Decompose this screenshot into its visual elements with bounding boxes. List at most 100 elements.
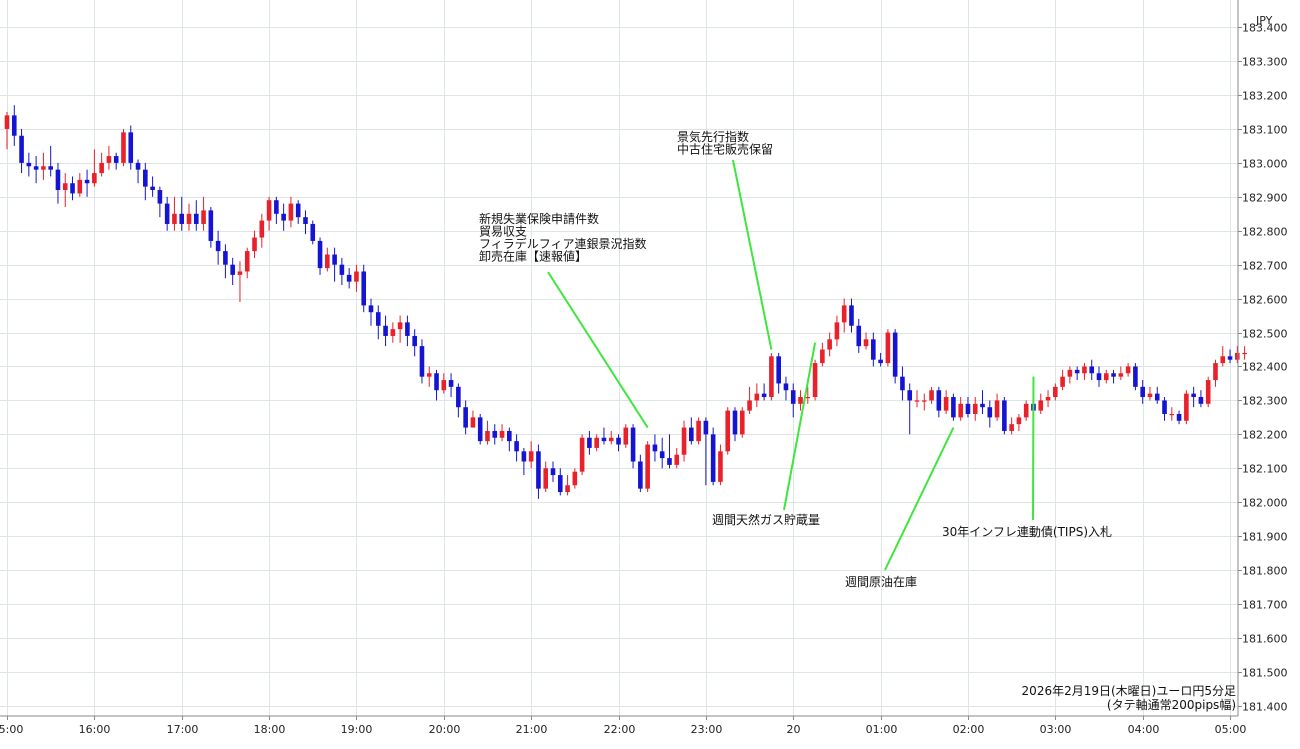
candle-body — [463, 407, 468, 427]
y-tick-label: 182.000 — [1242, 497, 1288, 510]
candle-body — [682, 428, 687, 455]
annotation-text: 卸売在庫【速報値】 — [479, 249, 587, 264]
candle-body — [143, 170, 148, 187]
candle-body — [376, 312, 381, 326]
candle-body — [471, 417, 476, 427]
candle-body — [835, 322, 840, 339]
candle-body — [223, 251, 228, 265]
candle-body — [1177, 414, 1182, 421]
candle — [813, 360, 818, 401]
candle-body — [252, 238, 257, 252]
candle-body — [310, 224, 315, 241]
candle — [121, 129, 126, 166]
candle-body — [551, 468, 556, 475]
candle-body — [230, 265, 235, 275]
candle-body — [165, 204, 170, 224]
candle-body — [1228, 356, 1233, 359]
candle-body — [543, 468, 548, 488]
candle-body — [864, 339, 869, 346]
candle-body — [12, 115, 17, 135]
candle-body — [1148, 394, 1153, 397]
x-tick-label: 01:00 — [866, 723, 898, 736]
candle-body — [769, 356, 774, 397]
candle-body — [711, 434, 716, 482]
candle-body — [267, 200, 272, 220]
candle-body — [747, 400, 752, 410]
x-tick-label: 21:00 — [516, 723, 548, 736]
annotation-text: 週間天然ガス貯蔵量 — [712, 512, 820, 527]
candle-body — [667, 458, 672, 465]
candle-body — [434, 373, 439, 390]
candle — [1184, 390, 1189, 424]
candle-body — [34, 166, 39, 169]
candle — [580, 434, 585, 475]
candle-body — [1213, 363, 1218, 380]
y-tick-label: 181.500 — [1242, 667, 1288, 680]
candle-body — [624, 428, 629, 445]
annotation-text: 週間原油在庫 — [845, 575, 917, 589]
candle-body — [733, 411, 738, 435]
candle-body — [988, 407, 993, 417]
candle-body — [929, 390, 934, 400]
candle-body — [92, 173, 97, 183]
candle-body — [1082, 366, 1087, 373]
candle-body — [980, 404, 985, 407]
candle-body — [1126, 366, 1131, 373]
candle-body — [798, 397, 803, 404]
candle-body — [958, 404, 963, 418]
candle-body — [529, 451, 534, 461]
candle-body — [150, 187, 155, 190]
candle-body — [900, 377, 905, 391]
candle — [645, 441, 650, 492]
candle-body — [325, 255, 330, 269]
candle-body — [136, 163, 141, 170]
y-tick-label: 182.500 — [1242, 328, 1288, 341]
y-tick-label: 182.200 — [1242, 429, 1288, 442]
candle-body — [216, 241, 221, 251]
candle-body — [172, 214, 177, 224]
candle — [886, 329, 891, 366]
y-tick-label: 183.200 — [1242, 90, 1288, 103]
candle-body — [907, 390, 912, 400]
candle-body — [78, 180, 83, 194]
y-tick-label: 181.800 — [1242, 565, 1288, 578]
candle-body — [616, 438, 621, 445]
candle-body — [121, 132, 126, 163]
candle-body — [340, 265, 345, 275]
candle-body — [827, 339, 832, 349]
candle — [769, 353, 774, 401]
candle-body — [99, 163, 104, 173]
candle-body — [492, 431, 497, 438]
candle-body — [442, 380, 447, 390]
candle-body — [878, 360, 883, 363]
candle-body — [1191, 394, 1196, 397]
candle-body — [638, 461, 643, 488]
y-tick-label: 183.300 — [1242, 56, 1288, 69]
y-tick-label: 183.000 — [1242, 158, 1288, 171]
annotation-text: 30年インフレ連動債(TIPS)入札 — [942, 524, 1112, 539]
y-tick-label: 182.900 — [1242, 192, 1288, 205]
candle-body — [1097, 373, 1102, 380]
candle-body — [725, 411, 730, 452]
candle-body — [594, 438, 599, 448]
candle-body — [674, 455, 679, 465]
candle-body — [485, 431, 490, 441]
candle-body — [449, 380, 454, 387]
candle — [740, 407, 745, 438]
candle-body — [187, 214, 192, 224]
candle-body — [689, 428, 694, 442]
annotation-text: 中古住宅販売保留 — [677, 142, 773, 157]
candle-body — [245, 251, 250, 271]
candle-body — [580, 438, 585, 472]
candle-body — [194, 214, 199, 224]
candle-body — [806, 397, 811, 398]
candle — [711, 428, 716, 486]
candle-body — [1242, 353, 1247, 354]
candle-body — [478, 417, 483, 441]
candle-body — [420, 346, 425, 377]
candle-body — [1089, 366, 1094, 373]
candle-body — [507, 431, 512, 441]
candle-body — [937, 390, 942, 410]
candle-body — [784, 383, 789, 390]
